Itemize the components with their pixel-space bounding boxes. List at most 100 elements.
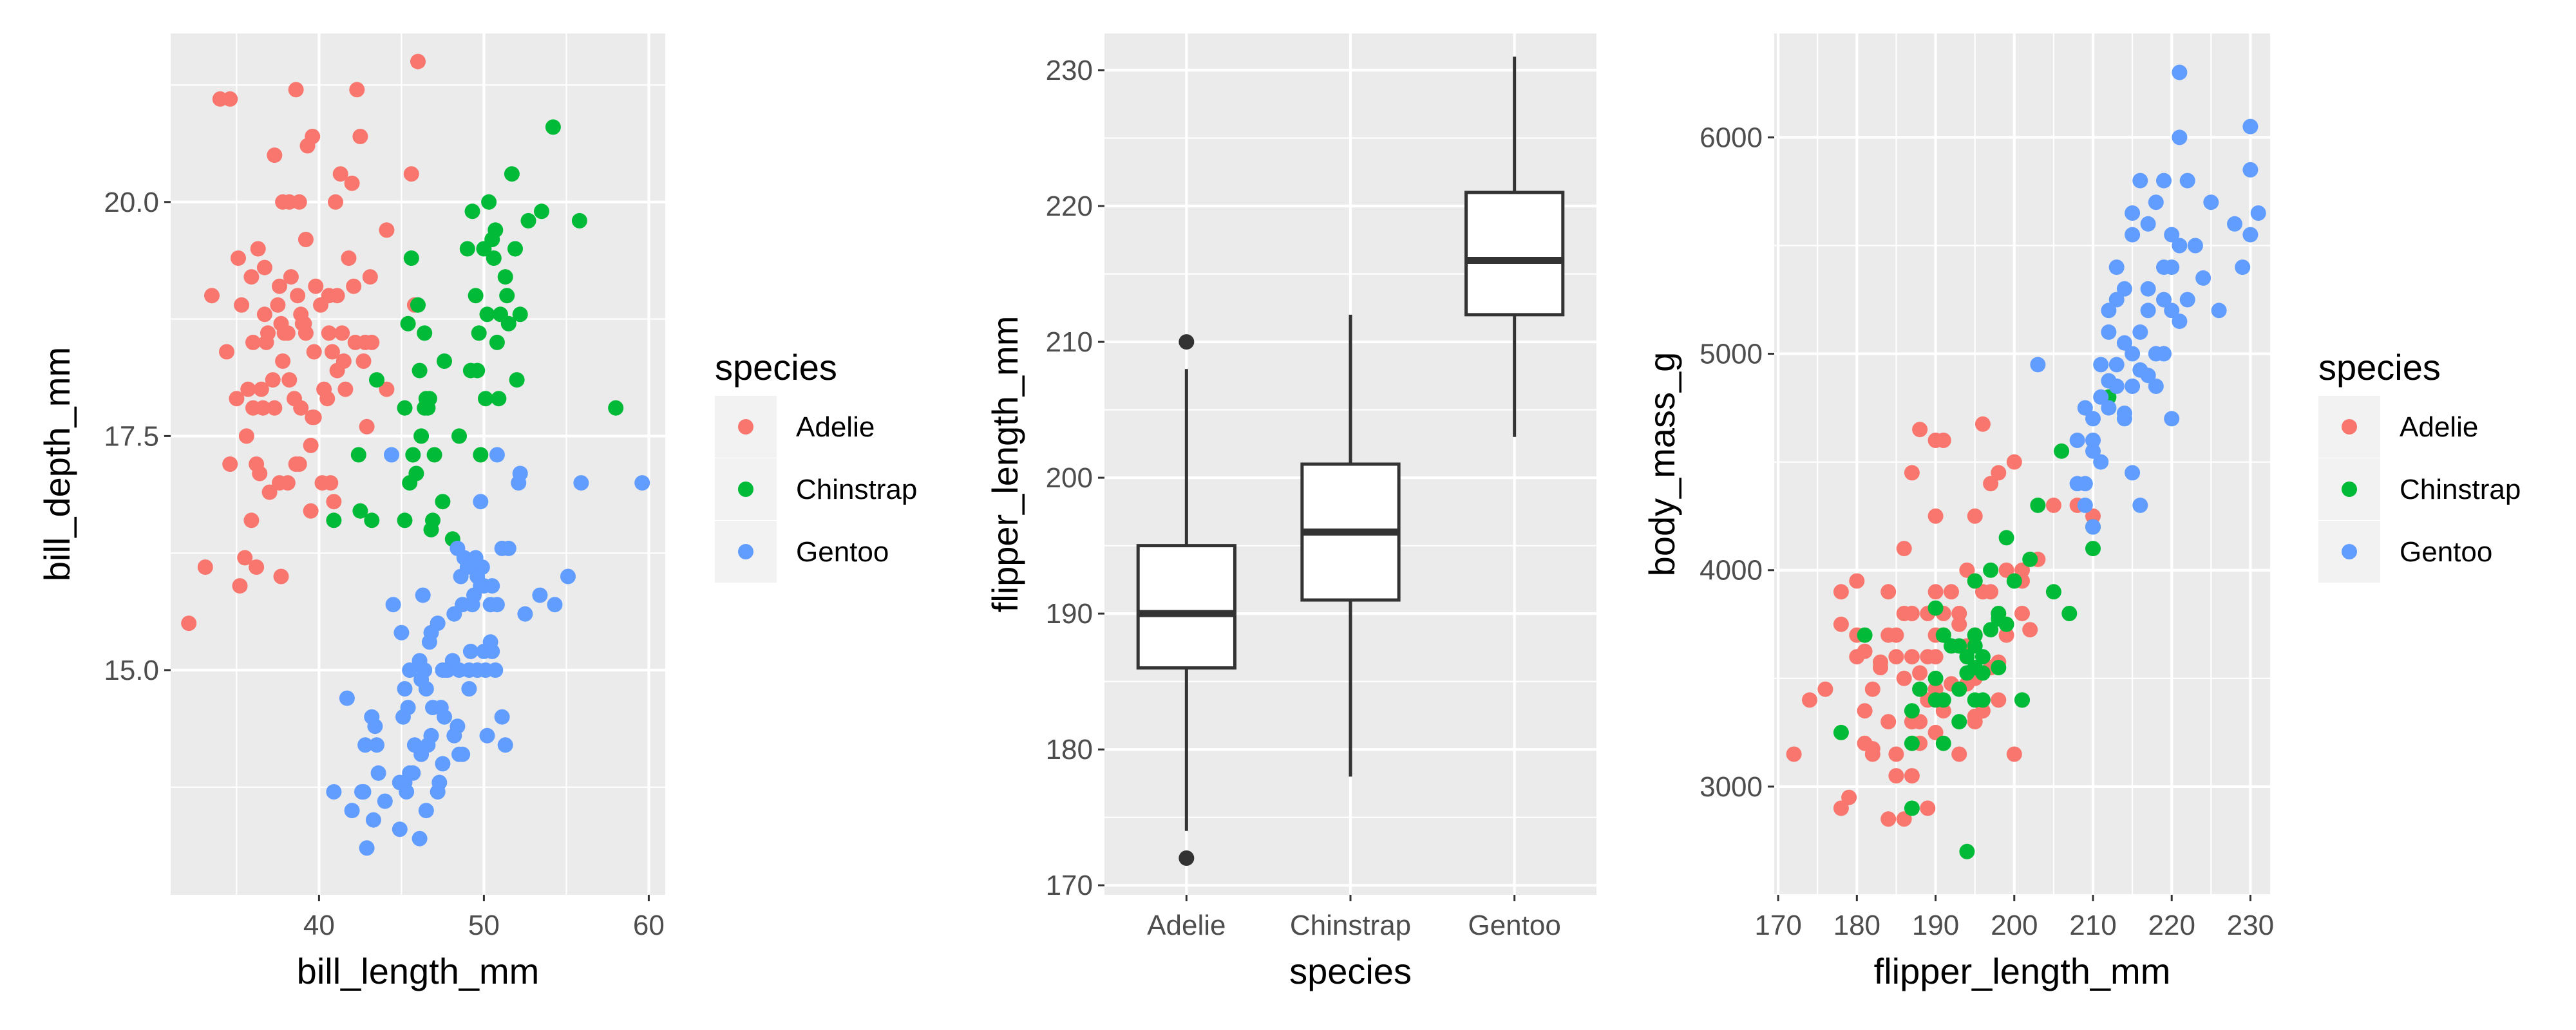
data-point-adelie xyxy=(1991,692,2007,708)
data-point-adelie xyxy=(362,269,378,285)
data-point-gentoo xyxy=(385,597,401,613)
data-point-gentoo xyxy=(450,718,466,735)
data-point-adelie xyxy=(197,559,213,575)
data-point-chinstrap xyxy=(512,306,528,323)
data-point-adelie xyxy=(2006,454,2022,470)
data-point-adelie xyxy=(1998,562,2014,578)
data-point-adelie xyxy=(240,381,256,397)
data-point-adelie xyxy=(2045,497,2061,513)
data-point-adelie xyxy=(290,288,306,304)
data-point-gentoo xyxy=(355,784,372,800)
data-point-adelie xyxy=(234,297,250,313)
data-point-gentoo xyxy=(2148,194,2164,211)
data-point-chinstrap xyxy=(410,297,426,313)
y-tick-label: 20.0 xyxy=(104,187,159,218)
data-point-gentoo xyxy=(634,475,650,491)
data-point-adelie xyxy=(1841,789,1857,805)
data-point-gentoo xyxy=(479,727,495,744)
data-point-chinstrap xyxy=(400,315,416,332)
data-point-gentoo xyxy=(2108,379,2125,394)
data-point-gentoo xyxy=(547,597,563,613)
data-point-chinstrap xyxy=(1935,692,1951,708)
outlier-point xyxy=(1179,850,1195,866)
legend-label: Chinstrap xyxy=(2400,474,2521,505)
data-point-adelie xyxy=(1888,768,1904,784)
x-axis-title: species xyxy=(1289,951,1412,991)
data-point-adelie xyxy=(222,456,238,472)
data-point-adelie xyxy=(2022,622,2038,638)
data-point-gentoo xyxy=(2242,227,2259,243)
y-tick-label: 210 xyxy=(1046,326,1093,358)
data-point-adelie xyxy=(336,353,352,369)
data-point-gentoo xyxy=(384,447,399,463)
data-point-gentoo xyxy=(2093,389,2109,405)
data-point-gentoo xyxy=(560,568,576,585)
data-point-gentoo xyxy=(2164,227,2180,243)
data-point-adelie xyxy=(1927,508,1944,524)
data-point-adelie xyxy=(273,568,289,585)
data-point-gentoo xyxy=(367,718,383,735)
data-point-adelie xyxy=(321,325,337,341)
data-point-adelie xyxy=(243,269,260,285)
data-point-adelie xyxy=(275,353,291,369)
data-point-chinstrap xyxy=(571,212,587,229)
data-point-gentoo xyxy=(2203,194,2219,211)
data-point-adelie xyxy=(1927,649,1944,665)
data-point-chinstrap xyxy=(350,447,366,463)
data-point-adelie xyxy=(326,494,342,510)
data-point-gentoo xyxy=(2164,259,2180,276)
data-point-chinstrap xyxy=(412,362,428,379)
data-point-adelie xyxy=(288,82,304,98)
x-tick-label: 40 xyxy=(303,910,335,941)
series-gentoo xyxy=(326,447,650,856)
data-point-chinstrap xyxy=(1951,714,1967,730)
data-point-chinstrap xyxy=(534,203,549,220)
y-axis-title: bill_depth_mm xyxy=(37,347,77,581)
data-point-adelie xyxy=(355,353,372,369)
data-point-adelie xyxy=(1880,584,1897,600)
data-point-adelie xyxy=(319,391,336,407)
data-point-chinstrap xyxy=(1904,735,1920,751)
data-point-adelie xyxy=(1880,714,1897,730)
data-point-chinstrap xyxy=(471,325,487,341)
data-point-adelie xyxy=(346,278,362,294)
data-point-adelie xyxy=(267,400,283,416)
data-point-gentoo xyxy=(462,643,478,659)
data-point-adelie xyxy=(332,166,348,182)
data-point-gentoo xyxy=(473,494,489,510)
legend-label: Chinstrap xyxy=(796,474,917,505)
data-point-adelie xyxy=(243,512,260,529)
data-point-gentoo xyxy=(357,737,374,753)
data-point-gentoo xyxy=(2030,357,2046,373)
data-point-adelie xyxy=(298,325,314,341)
data-point-adelie xyxy=(308,278,324,294)
data-point-gentoo xyxy=(369,737,384,753)
x-tick-label: 180 xyxy=(1833,910,1880,941)
data-point-gentoo xyxy=(2140,216,2156,232)
y-tick-label: 4000 xyxy=(1700,555,1763,586)
data-point-chinstrap xyxy=(2006,573,2022,589)
data-point-gentoo xyxy=(2101,324,2117,340)
data-point-adelie xyxy=(250,241,266,257)
data-point-adelie xyxy=(252,465,268,482)
data-point-chinstrap xyxy=(2061,606,2078,621)
data-point-adelie xyxy=(303,437,319,453)
data-point-adelie xyxy=(379,222,395,238)
data-point-chinstrap xyxy=(352,503,368,519)
data-point-gentoo xyxy=(484,578,500,594)
scatter-flipper-length-vs-body-mass: 3000 4000 5000 6000 170 180 190 200 210 220 230 fl… xyxy=(1642,33,2274,991)
data-point-adelie xyxy=(238,428,254,444)
data-point-adelie xyxy=(298,232,314,247)
data-point-chinstrap xyxy=(1927,670,1944,686)
data-point-gentoo xyxy=(2116,335,2132,351)
data-point-adelie xyxy=(1967,508,1983,524)
data-point-adelie xyxy=(237,550,253,566)
data-point-adelie xyxy=(267,147,283,164)
data-point-adelie xyxy=(279,475,296,491)
data-point-chinstrap xyxy=(464,203,480,220)
data-point-adelie xyxy=(1951,606,1967,621)
data-point-adelie xyxy=(2014,562,2030,578)
data-point-chinstrap xyxy=(1935,627,1951,643)
data-point-chinstrap xyxy=(425,512,440,529)
